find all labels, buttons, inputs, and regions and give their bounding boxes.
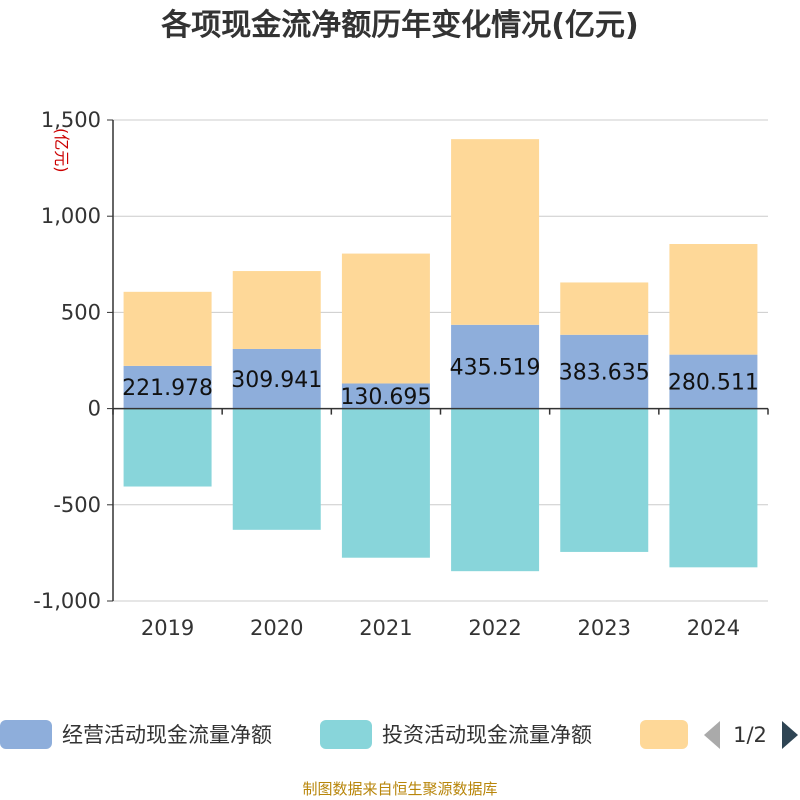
legend-page-indicator: 1/2 [733, 723, 767, 747]
bar-s3-2023 [560, 282, 649, 335]
legend-swatch-1 [0, 720, 52, 749]
bar-s3-2019 [123, 291, 212, 366]
chart-title: 各项现金流净额历年变化情况(亿元) [161, 8, 639, 43]
y-tick-label: 1,500 [41, 108, 101, 132]
y-tick-label: 500 [61, 300, 101, 324]
y-axis-unit: (亿元) [52, 128, 71, 173]
data-labels: 221.978 309.941 130.695 435.519 383.635 280.5… [122, 356, 759, 410]
legend-prev-icon[interactable] [704, 721, 720, 749]
y-tick-label: 0 [88, 397, 101, 421]
bar-s3-2022 [451, 139, 540, 325]
legend-swatch-3 [640, 720, 688, 749]
gridlines [113, 119, 768, 602]
data-label: 221.978 [122, 376, 213, 401]
bar-s1-2019 [123, 365, 212, 409]
x-tick-label: 2023 [578, 616, 631, 640]
legend-swatch-2 [320, 720, 372, 749]
data-label: 435.519 [450, 356, 541, 381]
bar-s3-2020 [232, 271, 321, 349]
bar-s3-2024 [669, 243, 758, 355]
y-tick-label: -1,000 [33, 589, 101, 613]
data-label: 383.635 [559, 361, 650, 386]
bar-s2-2020 [232, 408, 321, 530]
legend-next-icon[interactable] [782, 721, 798, 749]
bar-s2-2021 [341, 408, 430, 558]
data-label: 280.511 [668, 371, 759, 396]
bar-s3-2021 [341, 253, 430, 384]
bar-s2-2023 [560, 408, 649, 552]
legend: 经营活动现金流量净额 投资活动现金流量净额 1/2 [0, 720, 798, 749]
legend-label-2: 投资活动现金流量净额 [382, 723, 592, 747]
bar-s1-2020 [232, 348, 321, 409]
bar-s1-2024 [669, 354, 758, 409]
bars [123, 139, 758, 572]
bar-s1-2021 [341, 383, 430, 409]
x-tick-label: 2019 [141, 616, 194, 640]
bar-s2-2022 [451, 408, 540, 572]
bar-s1-2022 [451, 324, 540, 409]
data-label: 130.695 [340, 385, 431, 410]
y-tick-label: -500 [53, 493, 101, 517]
source-note: 制图数据来自恒生聚源数据库 [302, 780, 498, 798]
x-tick-label: 2022 [468, 616, 521, 640]
x-tick-label: 2020 [250, 616, 303, 640]
x-tick-label: 2021 [359, 616, 412, 640]
bar-s2-2024 [669, 408, 758, 568]
bar-s1-2023 [560, 334, 649, 409]
y-tick-label: 1,000 [41, 204, 101, 228]
axes: -1,000 -500 0 500 1,000 1,500 2019 2020 2021 2022… [33, 108, 769, 640]
data-label: 309.941 [231, 368, 322, 393]
legend-pager[interactable]: 1/2 [704, 721, 798, 749]
legend-label-1: 经营活动现金流量净额 [62, 723, 272, 747]
bar-s2-2019 [123, 408, 212, 487]
x-tick-label: 2024 [687, 616, 740, 640]
